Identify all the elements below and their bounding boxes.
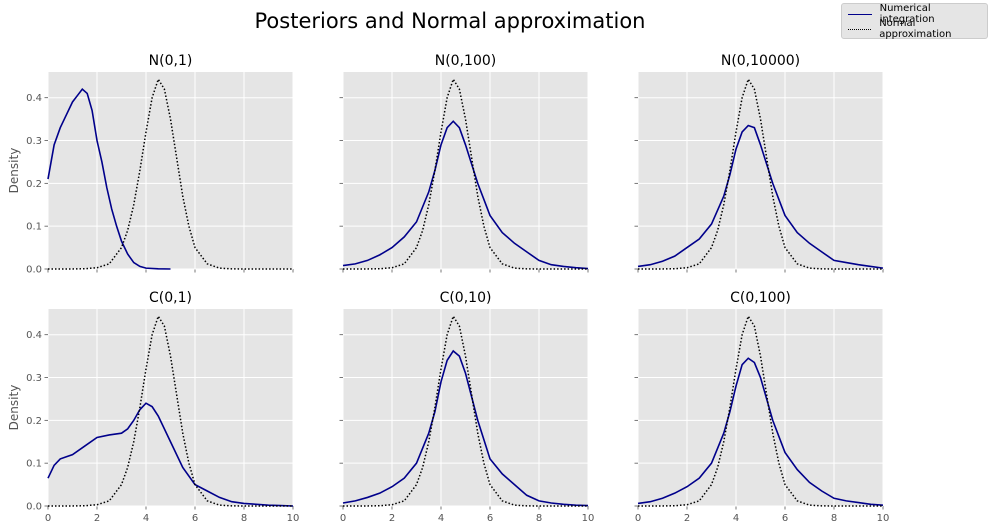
y-axis-label: Density bbox=[7, 148, 21, 194]
y-tick-label: 0.1 bbox=[26, 222, 42, 233]
x-tick-label: 4 bbox=[143, 513, 149, 524]
subplot-6: 0 2 4 6 8 10 C(0,100) bbox=[634, 290, 890, 524]
y-axis-label: Density bbox=[7, 385, 21, 431]
x-tick-label: 6 bbox=[192, 513, 198, 524]
series-numerical-line bbox=[342, 349, 589, 507]
series-normal-line bbox=[638, 77, 883, 270]
x-tick-label: 0 bbox=[45, 513, 51, 524]
subplot-title: C(0,100) bbox=[730, 290, 791, 306]
legend-item-normal: Normal approximation bbox=[848, 18, 987, 40]
plot-area bbox=[343, 72, 588, 269]
x-tick-label: 2 bbox=[94, 513, 100, 524]
x-tick-label: 0 bbox=[340, 513, 346, 524]
y-tick-label: 0.1 bbox=[26, 459, 42, 470]
series-numerical-line bbox=[342, 120, 589, 270]
x-tick-label: 10 bbox=[877, 513, 890, 524]
x-tick-label: 6 bbox=[782, 513, 788, 524]
series-normal-line bbox=[638, 314, 883, 507]
subplot-title: C(0,1) bbox=[149, 290, 192, 306]
plot-area bbox=[48, 309, 293, 506]
x-tick-label: 10 bbox=[287, 513, 300, 524]
x-tick-label: 8 bbox=[241, 513, 247, 524]
plot-area bbox=[343, 309, 588, 506]
subplot-4: 0 2 4 6 8 10 0.0 0.1 0.2 0.3 0.4 C(0,1) Density bbox=[7, 290, 299, 524]
legend-swatch-dotted bbox=[848, 28, 872, 30]
series-numerical-line bbox=[637, 357, 884, 506]
subplot-3: N(0,10000) bbox=[634, 53, 884, 273]
legend-item-numerical: Numerical integration bbox=[848, 3, 987, 25]
y-tick-label: 0.4 bbox=[26, 93, 42, 104]
subplot-title: N(0,10000) bbox=[721, 53, 800, 69]
plot-area bbox=[48, 72, 293, 269]
x-tick-label: 10 bbox=[582, 513, 595, 524]
series-normal-line bbox=[343, 77, 588, 270]
series-normal-line bbox=[343, 314, 588, 507]
legend-swatch-solid bbox=[848, 13, 872, 15]
series-numerical-line bbox=[637, 124, 884, 269]
x-tick-label: 2 bbox=[389, 513, 395, 524]
legend-label-normal: Normal approximation bbox=[879, 18, 952, 40]
legend-label-numerical: Numerical integration bbox=[879, 3, 935, 25]
plot-area bbox=[638, 72, 883, 269]
y-tick-label: 0.2 bbox=[26, 179, 42, 190]
plot-area bbox=[638, 309, 883, 506]
subplot-2: N(0,100) bbox=[339, 53, 589, 273]
series-numerical-line bbox=[47, 87, 171, 270]
series-normal-line bbox=[48, 314, 293, 507]
subplot-title: C(0,10) bbox=[440, 290, 492, 306]
subplot-5: 0 2 4 6 8 10 C(0,10) bbox=[339, 290, 595, 524]
series-normal-line bbox=[48, 77, 293, 270]
subplot-title: N(0,100) bbox=[435, 53, 496, 69]
x-tick-label: 4 bbox=[733, 513, 739, 524]
y-tick-label: 0.3 bbox=[26, 136, 42, 147]
y-tick-label: 0.2 bbox=[26, 416, 42, 427]
x-tick-label: 8 bbox=[831, 513, 837, 524]
subplot-1: 0.0 0.1 0.2 0.3 0.4 N(0,1) Density bbox=[7, 53, 294, 276]
y-tick-label: 0.3 bbox=[26, 373, 42, 384]
y-tick-label: 0.4 bbox=[26, 330, 42, 341]
series-numerical-line bbox=[47, 402, 294, 507]
y-tick-label: 0.0 bbox=[26, 265, 42, 276]
legend: Numerical integration Normal approximati… bbox=[841, 3, 988, 40]
figure-title: Posteriors and Normal approximation bbox=[254, 9, 646, 33]
subplot-title: N(0,1) bbox=[149, 53, 193, 69]
y-tick-label: 0.0 bbox=[26, 502, 42, 513]
x-tick-label: 8 bbox=[536, 513, 542, 524]
x-tick-label: 2 bbox=[684, 513, 690, 524]
x-tick-label: 4 bbox=[438, 513, 444, 524]
x-tick-label: 6 bbox=[487, 513, 493, 524]
x-tick-label: 0 bbox=[635, 513, 641, 524]
